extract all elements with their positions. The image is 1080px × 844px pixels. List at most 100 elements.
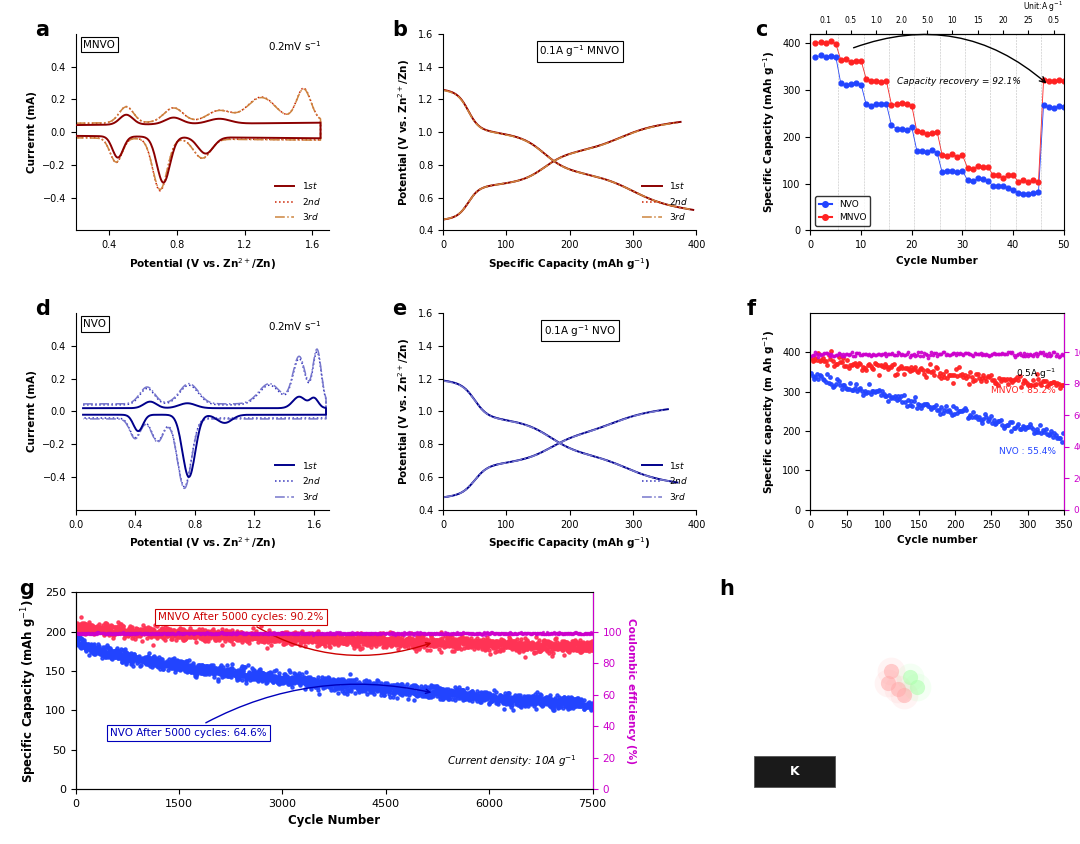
Point (401, 630, 418, 644)
Point (230, 626, 247, 640)
Point (581, 695, 598, 709)
Point (161, 626, 178, 640)
Point (240, 630, 257, 643)
Point (402, 633, 419, 647)
Point (227, 627, 244, 641)
Point (163, 632, 180, 646)
Point (143, 627, 160, 641)
Point (251, 630, 268, 644)
Point (329, 626, 347, 640)
Point (386, 683, 403, 696)
Point (521, 641, 538, 654)
Point (145, 658, 162, 672)
Point (330, 674, 348, 688)
Point (214, 667, 231, 680)
Point (246, 626, 264, 640)
Point (564, 701, 581, 714)
Point (225, 626, 242, 640)
Point (208, 626, 226, 640)
Point (330, 626, 348, 640)
Point (86, 626, 104, 640)
Point (849, 384, 866, 398)
Point (1052, 349, 1069, 363)
Point (352, 633, 369, 647)
Point (163, 657, 180, 670)
Point (410, 688, 428, 701)
Point (401, 638, 418, 652)
Point (118, 625, 135, 638)
Point (552, 626, 569, 640)
Point (579, 696, 596, 710)
Point (517, 691, 535, 705)
Point (816, 51, 834, 64)
Point (513, 641, 530, 655)
Point (513, 694, 530, 707)
Point (313, 626, 330, 640)
Point (501, 638, 518, 652)
Point (496, 627, 513, 641)
Point (184, 627, 201, 641)
Point (311, 631, 328, 645)
Point (845, 383, 862, 397)
Point (271, 673, 288, 686)
Point (777, 647, 794, 661)
Point (267, 674, 284, 687)
Point (561, 692, 578, 706)
Point (581, 641, 598, 654)
Point (424, 635, 442, 648)
Point (294, 626, 311, 640)
Point (552, 626, 569, 640)
Point (350, 639, 367, 652)
Point (841, 359, 859, 372)
Point (125, 647, 143, 660)
Point (399, 633, 416, 647)
Point (305, 673, 322, 686)
Point (278, 672, 295, 685)
Point (319, 630, 336, 643)
Point (449, 685, 467, 699)
Point (369, 629, 387, 642)
Point (474, 626, 491, 640)
Point (339, 678, 356, 691)
Point (312, 675, 329, 689)
Point (173, 627, 190, 641)
Point (346, 674, 363, 687)
Point (812, 353, 829, 366)
Point (329, 681, 347, 695)
Point (310, 626, 327, 640)
Point (396, 686, 414, 700)
Point (482, 695, 499, 708)
Point (134, 626, 151, 640)
Point (242, 627, 259, 641)
Point (850, 356, 867, 370)
Point (472, 695, 489, 708)
Point (531, 691, 549, 705)
Point (352, 683, 369, 696)
Point (382, 680, 400, 694)
Point (339, 637, 356, 651)
Point (386, 687, 403, 701)
Point (76, 622, 93, 636)
Point (564, 643, 581, 657)
Point (462, 686, 480, 700)
Point (553, 691, 570, 705)
Point (509, 627, 526, 641)
Point (516, 642, 534, 656)
Point (862, 349, 879, 362)
Point (806, 353, 823, 366)
Point (339, 626, 356, 640)
Point (246, 631, 264, 645)
Point (92, 642, 109, 656)
Point (141, 627, 159, 641)
Point (321, 631, 338, 645)
Point (175, 626, 192, 640)
Point (163, 626, 180, 640)
Point (379, 636, 396, 650)
Point (406, 626, 423, 640)
Point (249, 673, 267, 686)
Point (163, 625, 180, 638)
Point (421, 627, 438, 641)
Point (244, 630, 261, 644)
Point (578, 635, 595, 648)
Point (106, 620, 123, 634)
